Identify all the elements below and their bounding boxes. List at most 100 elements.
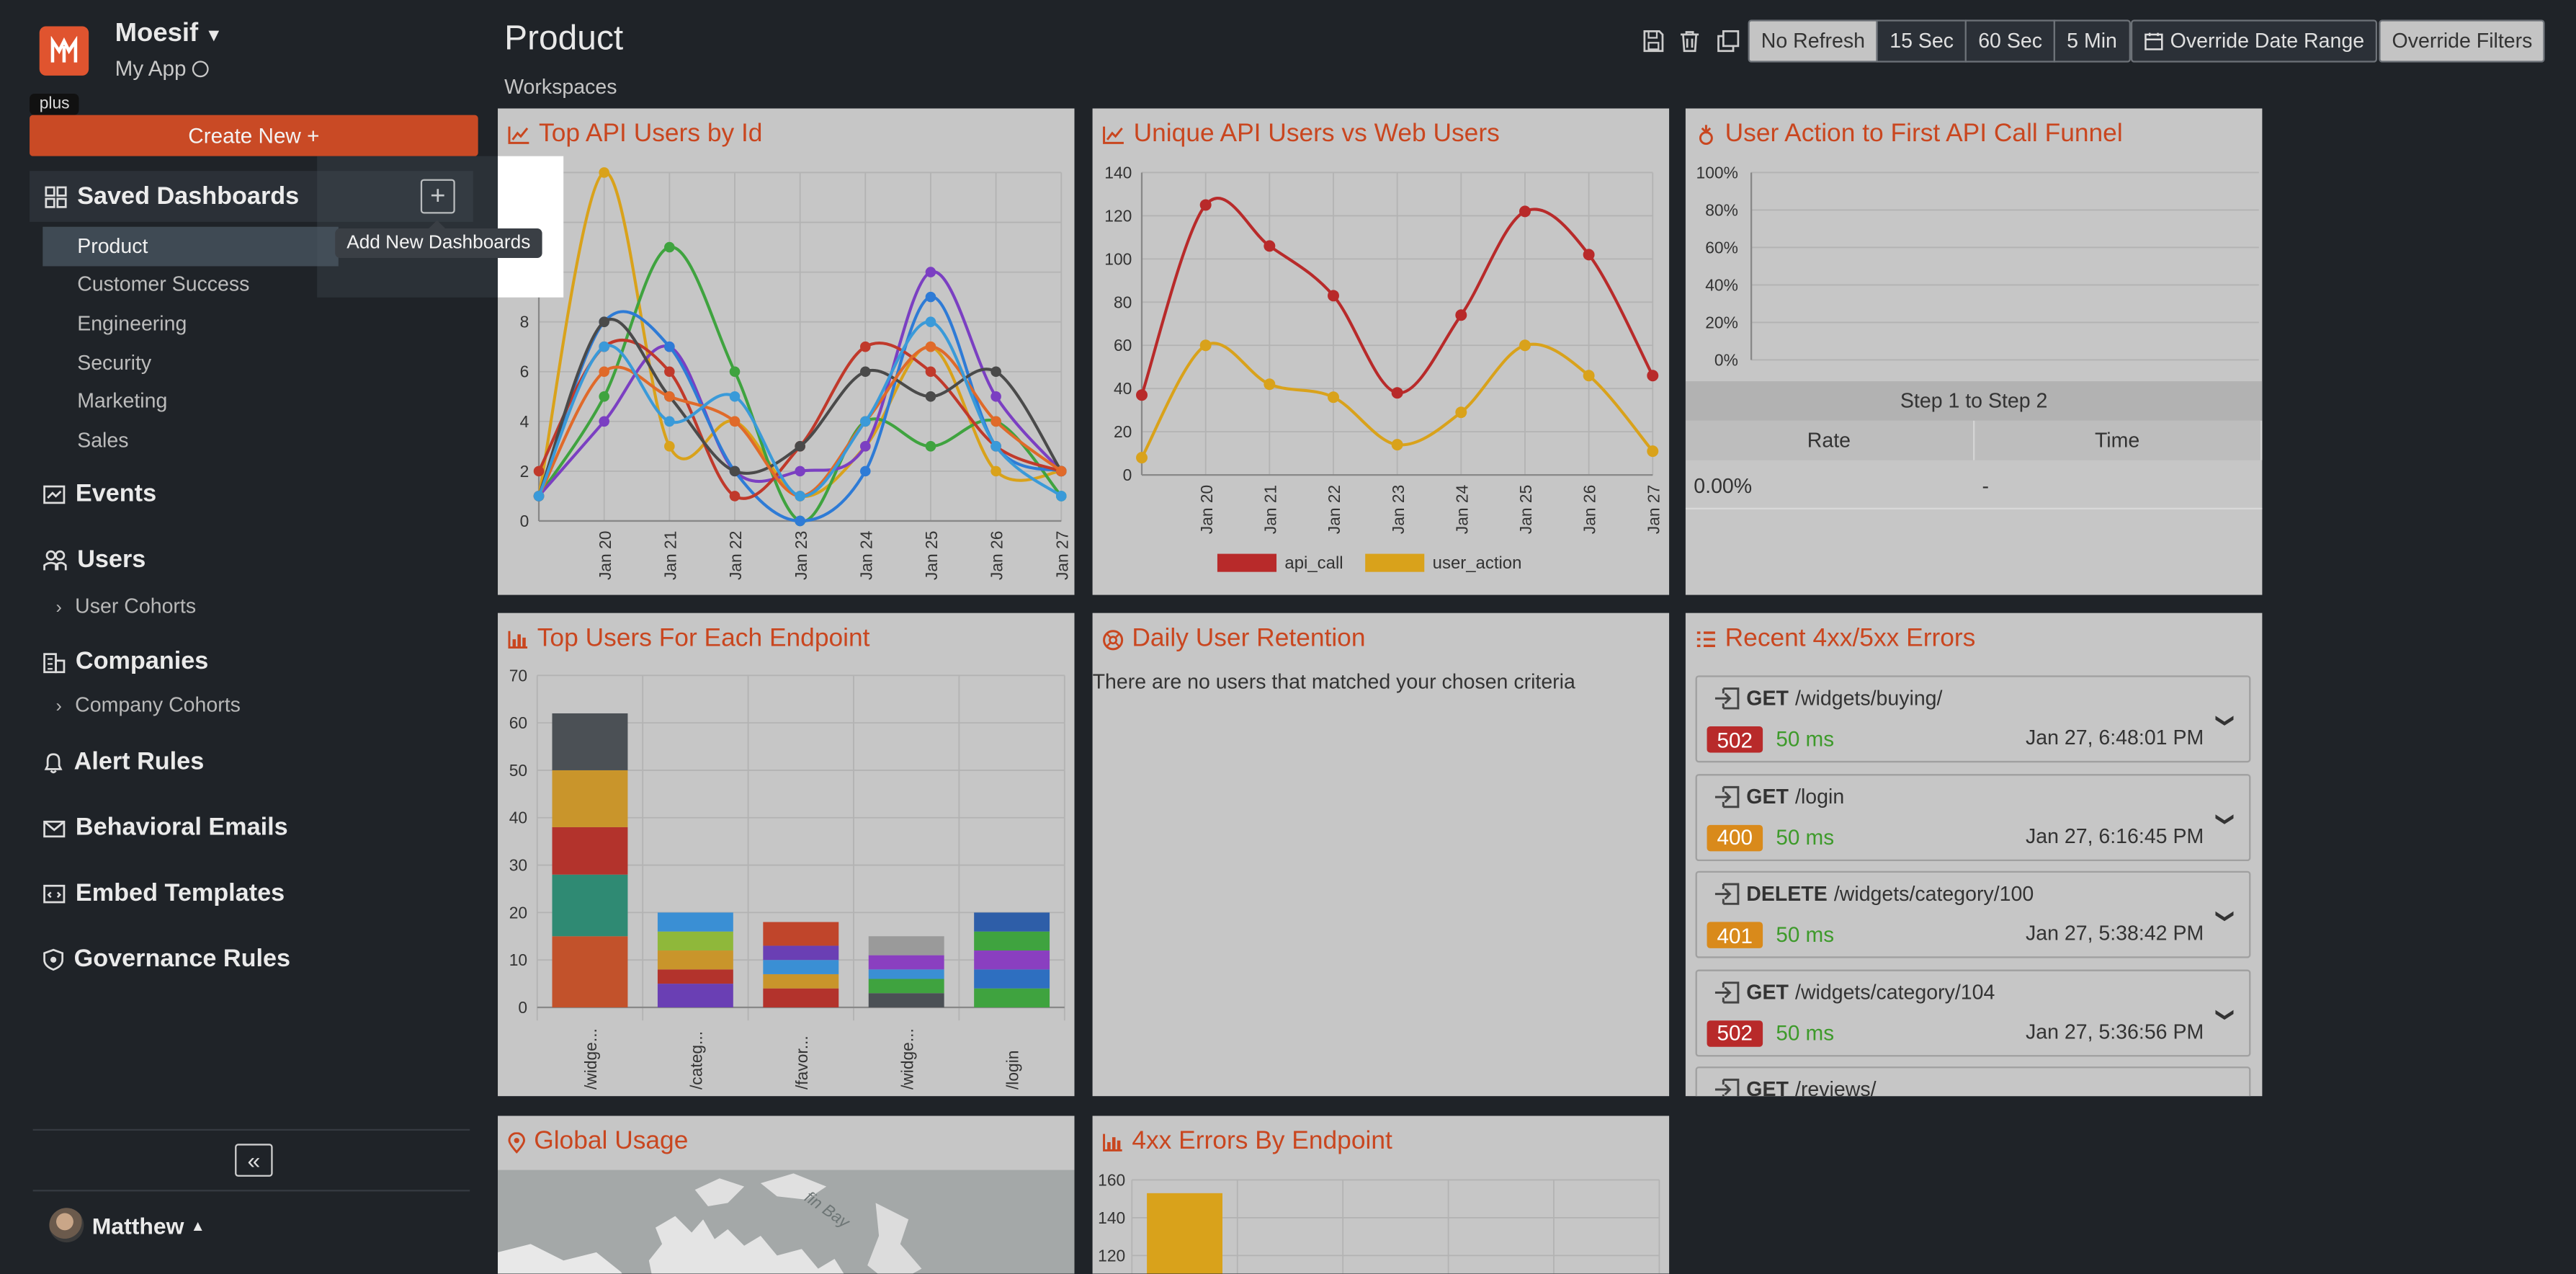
request-path: /reviews/: [1795, 1078, 1877, 1097]
funnel-chart: 100% 80% 60% 40% 20% 0%: [1696, 163, 2259, 369]
world-map[interactable]: fin Bay: [498, 1170, 1075, 1274]
saved-dashboards-title: Saved Dashboards: [77, 182, 300, 210]
x-tick-label: Jan 20: [1197, 485, 1216, 534]
nav-behavioral-emails[interactable]: Behavioral Emails: [43, 814, 288, 842]
x-tick-label: Jan 23: [792, 531, 810, 580]
dashboard-item[interactable]: Customer Success: [77, 273, 250, 297]
data-point: [795, 515, 805, 527]
chevron-down-icon[interactable]: ❯: [2214, 1006, 2235, 1022]
x-tick-label: Jan 22: [726, 531, 745, 580]
refresh-option[interactable]: 5 Min: [2053, 19, 2131, 63]
data-point: [1647, 445, 1659, 458]
nav-companies[interactable]: Companies: [43, 647, 209, 676]
dashboard-item[interactable]: Sales: [77, 428, 129, 452]
workspaces-label[interactable]: Workspaces: [504, 75, 617, 99]
bar-segment: [974, 950, 1050, 970]
request-icon: [1714, 1078, 1740, 1097]
request-icon: [1714, 687, 1740, 710]
error-card[interactable]: GET/widgets/buying/502 50 ms Jan 27, 6:48:…: [1695, 675, 2251, 763]
error-request-line: DELETE/widgets/category/100: [1714, 883, 2034, 906]
data-point: [1519, 339, 1531, 352]
nav-users[interactable]: Users: [43, 545, 146, 574]
unique-users-chart: 0 20 40 60 80 100 120 140 Jan 20 Jan 21 Jan 22 Jan …: [1104, 163, 1663, 573]
x-tick-label: /widge...: [581, 1028, 600, 1090]
error-card[interactable]: GET/login 400 50 ms Jan 27, 6:16:45 PM ❯: [1695, 773, 2251, 860]
events-icon: [43, 484, 66, 504]
org-switcher[interactable]: Moesif ▼: [115, 19, 223, 49]
saved-dashboards-header[interactable]: Saved Dashboards +: [30, 171, 473, 222]
dashboard-item[interactable]: Security: [77, 351, 152, 375]
panel-title: Daily User Retention: [1102, 625, 1366, 654]
top-users-endpoint-chart: 0 10 20 30 40 50 60 70/widge... /categ... /favor.…: [509, 666, 1065, 1090]
data-point: [729, 391, 741, 402]
data-point: [925, 366, 936, 378]
funnel-icon: [1699, 125, 1713, 146]
save-icon[interactable]: [1643, 30, 1665, 53]
y-tick-label: 0: [518, 998, 527, 1017]
funnel-time-value: -: [1982, 473, 1990, 497]
error-timestamp: Jan 27, 5:38:42 PM: [2025, 922, 2204, 945]
refresh-option[interactable]: 60 Sec: [1964, 19, 2056, 63]
error-card[interactable]: DELETE/widgets/category/100 401 50 ms Jan 2…: [1695, 870, 2251, 958]
nav-events[interactable]: Events: [43, 480, 156, 508]
chevron-down-icon[interactable]: ❯: [2214, 908, 2235, 924]
panel-title: Top API Users by Id: [508, 120, 762, 149]
nav-governance-rules-label: Governance Rules: [73, 945, 291, 974]
nav-governance-rules[interactable]: Governance Rules: [43, 945, 290, 973]
collapse-sidebar-button[interactable]: «: [235, 1144, 273, 1177]
request-path: /login: [1795, 784, 1845, 808]
dashboard-item[interactable]: Engineering: [77, 312, 187, 336]
y-tick-label: 6: [520, 362, 529, 381]
app-switcher[interactable]: My App: [115, 56, 210, 81]
copy-icon[interactable]: [1717, 30, 1740, 53]
override-filters-button[interactable]: Override Filters: [2379, 19, 2546, 63]
nav-user-cohorts[interactable]: › User Cohorts: [56, 595, 197, 618]
chevron-right-icon: ›: [55, 598, 62, 618]
add-dashboard-button[interactable]: +: [420, 179, 455, 214]
dashboard-item[interactable]: Product: [43, 226, 339, 266]
panel-title-text: Top Users For Each Endpoint: [537, 624, 870, 653]
legend-label: api_call: [1284, 553, 1343, 573]
nav-alert-rules[interactable]: Alert Rules: [43, 748, 204, 775]
error-timestamp: Jan 27, 6:16:45 PM: [2025, 824, 2204, 847]
dashboard-item[interactable]: Marketing: [77, 389, 168, 413]
data-point: [1455, 406, 1467, 419]
chevron-down-icon[interactable]: ❯: [2214, 811, 2235, 827]
data-point: [925, 267, 936, 277]
override-date-range-button[interactable]: Override Date Range: [2130, 19, 2378, 63]
nav-company-cohorts[interactable]: › Company Cohorts: [56, 693, 241, 716]
data-point: [1264, 240, 1276, 252]
error-card[interactable]: GET/reviews/: [1695, 1066, 2251, 1097]
y-tick-label: 140: [1098, 1208, 1125, 1227]
latency-value: 50 ms: [1776, 922, 1835, 947]
sidebar-divider: [32, 1190, 470, 1192]
error-card[interactable]: GET/widgets/category/104 502 50 ms Jan 27, …: [1695, 968, 2251, 1056]
nav-companies-label: Companies: [75, 647, 209, 676]
error-request-line: GET/reviews/: [1714, 1078, 1877, 1097]
email-icon: [43, 819, 66, 837]
x-tick-label: /favor...: [792, 1035, 811, 1090]
y-tick-label: 60: [509, 713, 527, 732]
refresh-option[interactable]: 15 Sec: [1876, 19, 1967, 63]
error-request-line: GET/widgets/category/104: [1714, 980, 1995, 1003]
data-point: [860, 466, 871, 477]
nav-embed-templates[interactable]: Embed Templates: [43, 879, 285, 907]
app-name: My App: [115, 55, 187, 81]
trash-icon[interactable]: [1679, 30, 1701, 53]
user-menu[interactable]: Matthew ▲: [49, 1208, 205, 1243]
bar-segment: [868, 993, 944, 1008]
y-tick-label: 4: [520, 412, 529, 431]
funnel-rate-value: 0.00%: [1694, 473, 1753, 497]
chevron-down-icon[interactable]: ❯: [2214, 713, 2235, 729]
create-new-button[interactable]: Create New +: [30, 115, 478, 156]
shield-icon: [43, 948, 64, 970]
refresh-option[interactable]: No Refresh: [1748, 19, 1879, 63]
request-icon: [1714, 883, 1740, 905]
panel-top-users-endpoint: Top Users For Each Endpoint 0 10 20 30 40 50 6…: [498, 612, 1075, 1097]
series-line: [537, 246, 1063, 523]
nav-events-label: Events: [75, 479, 157, 508]
bar-chart-icon: [1103, 1133, 1122, 1152]
data-point: [795, 441, 805, 452]
data-point: [533, 466, 545, 477]
moesif-logo[interactable]: [39, 26, 89, 76]
